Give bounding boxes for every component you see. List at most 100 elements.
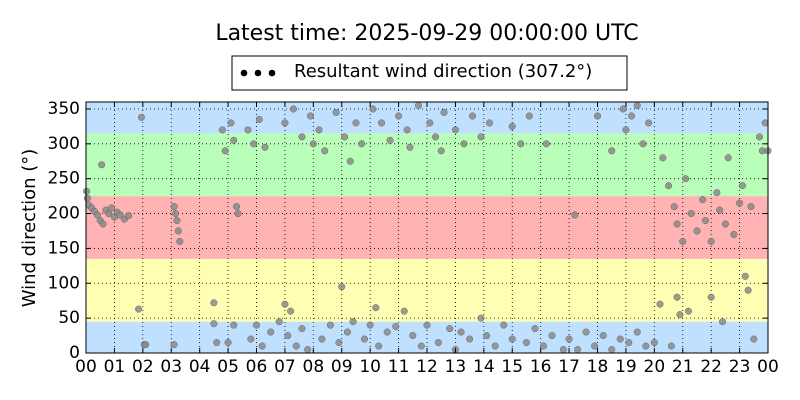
point xyxy=(244,126,252,134)
point xyxy=(170,203,178,211)
point xyxy=(358,140,366,148)
point xyxy=(619,105,627,113)
point xyxy=(233,203,241,211)
point xyxy=(255,115,263,123)
y-tick-label: 50 xyxy=(58,308,80,328)
point xyxy=(531,325,539,333)
y-tick-label: 300 xyxy=(48,134,80,154)
point xyxy=(736,199,744,207)
plot-frame xyxy=(85,101,769,354)
point xyxy=(667,342,675,350)
point xyxy=(375,342,383,350)
point xyxy=(332,108,340,116)
point xyxy=(741,272,749,280)
point xyxy=(386,136,394,144)
point xyxy=(230,321,238,329)
point xyxy=(343,328,351,336)
point xyxy=(755,133,763,141)
x-tick-label: 19 xyxy=(615,357,637,377)
point xyxy=(315,126,323,134)
point xyxy=(221,147,229,155)
points xyxy=(83,101,772,354)
point xyxy=(645,119,653,127)
point xyxy=(468,112,476,120)
point xyxy=(403,126,411,134)
point xyxy=(750,335,758,343)
point xyxy=(210,320,218,328)
point xyxy=(227,119,235,127)
x-tick-label: 08 xyxy=(303,357,325,377)
point xyxy=(432,133,440,141)
point xyxy=(289,105,297,113)
point xyxy=(650,339,658,347)
point xyxy=(281,119,289,127)
point xyxy=(210,299,218,307)
point xyxy=(491,342,499,350)
point xyxy=(659,154,667,162)
point xyxy=(360,335,368,343)
point xyxy=(500,321,508,329)
x-tick-label: 10 xyxy=(359,357,381,377)
point xyxy=(730,230,738,238)
x-tick-label: 14 xyxy=(473,357,495,377)
point xyxy=(522,339,530,347)
point xyxy=(116,211,124,219)
point xyxy=(591,342,599,350)
y-tick-label: 250 xyxy=(48,169,80,189)
point xyxy=(275,318,283,326)
x-tick-label: 20 xyxy=(644,357,666,377)
point xyxy=(170,341,178,349)
point xyxy=(633,101,641,109)
legend-box xyxy=(231,55,628,91)
legend-marker xyxy=(254,69,262,77)
chart-title: Latest time: 2025-09-29 00:00:00 UTC xyxy=(215,21,638,46)
point xyxy=(400,307,408,315)
point xyxy=(673,220,681,228)
point xyxy=(292,342,300,350)
point xyxy=(98,161,106,169)
x-tick-label: 02 xyxy=(132,357,154,377)
point xyxy=(747,203,755,211)
x-tick-label: 00 xyxy=(757,357,779,377)
point xyxy=(508,335,516,343)
point xyxy=(261,143,269,151)
point xyxy=(676,311,684,319)
point xyxy=(306,112,314,120)
point xyxy=(582,328,590,336)
x-tick-label: 12 xyxy=(416,357,438,377)
point xyxy=(252,321,260,329)
legend xyxy=(240,69,276,77)
x-tick-label: 11 xyxy=(388,357,410,377)
point xyxy=(608,147,616,155)
point xyxy=(172,210,180,218)
point xyxy=(699,196,707,204)
point xyxy=(542,140,550,148)
point xyxy=(378,119,386,127)
point xyxy=(125,212,133,220)
point xyxy=(346,157,354,165)
band xyxy=(86,196,768,259)
point xyxy=(284,332,292,340)
point xyxy=(738,182,746,190)
point xyxy=(335,339,343,347)
x-tick-label: 22 xyxy=(700,357,722,377)
point xyxy=(642,342,650,350)
point xyxy=(713,189,721,197)
point xyxy=(639,140,647,148)
point xyxy=(369,105,377,113)
point xyxy=(548,332,556,340)
point xyxy=(224,339,232,347)
point xyxy=(707,293,715,301)
legend-marker xyxy=(240,69,248,77)
point xyxy=(230,136,238,144)
point xyxy=(250,140,258,148)
x-tick-label: 00 xyxy=(75,357,97,377)
point xyxy=(409,332,417,340)
x-tick-label: 03 xyxy=(160,357,182,377)
point xyxy=(719,318,727,326)
point xyxy=(434,339,442,347)
point xyxy=(366,321,374,329)
point xyxy=(525,112,533,120)
point xyxy=(457,328,465,336)
